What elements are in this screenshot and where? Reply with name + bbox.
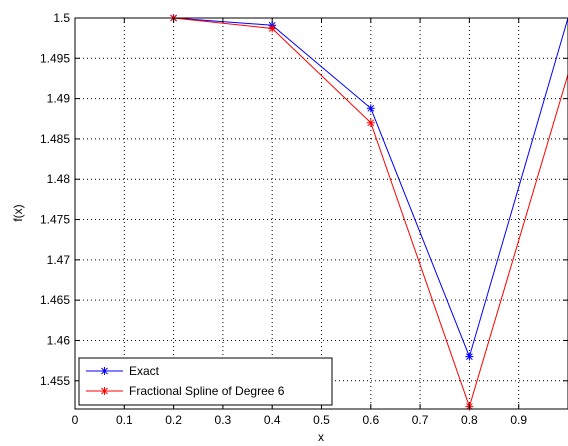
legend-label: Exact <box>129 364 160 378</box>
y-tick-label: 1.47 <box>47 253 71 267</box>
axis-ticks: 0 0.1 0.2 0.3 0.4 0.5 0.6 0.7 0.8 0.9 1.455 1.46 1.4… <box>40 11 568 427</box>
y-tick-label: 1.455 <box>40 374 70 388</box>
x-tick-label: 0.9 <box>510 413 527 427</box>
legend-item: Exact <box>86 364 160 378</box>
x-axis-label: x <box>318 430 324 444</box>
y-tick-label: 1.495 <box>40 51 70 65</box>
x-tick-label: 0.3 <box>215 413 232 427</box>
legend: Exact Fractional Spline of Degree 6 <box>78 357 333 406</box>
y-tick-label: 1.485 <box>40 132 70 146</box>
data-point-marker <box>366 104 375 113</box>
y-axis-label: f(x) <box>11 204 25 221</box>
x-tick-label: 0.6 <box>362 413 379 427</box>
data-point-marker <box>268 24 277 33</box>
x-tick-label: 0 <box>72 413 79 427</box>
legend-marker <box>100 387 109 395</box>
legend-box <box>78 357 333 406</box>
data-point-marker <box>465 352 474 361</box>
x-tick-label: 0.5 <box>313 413 330 427</box>
legend-item: Fractional Spline of Degree 6 <box>86 384 285 398</box>
data-point-marker <box>366 118 375 127</box>
y-tick-label: 1.48 <box>47 172 71 186</box>
x-tick-label: 0.7 <box>412 413 429 427</box>
y-tick-label: 1.49 <box>47 92 71 106</box>
plot-area <box>75 18 568 409</box>
x-tick-label: 0.4 <box>264 413 281 427</box>
x-tick-label: 0.8 <box>461 413 478 427</box>
x-tick-label: 0.2 <box>165 413 182 427</box>
legend-marker <box>100 367 109 375</box>
legend-label: Fractional Spline of Degree 6 <box>129 384 285 398</box>
y-tick-label: 1.475 <box>40 213 70 227</box>
y-tick-label: 1.46 <box>47 333 71 347</box>
y-tick-label: 1.5 <box>53 11 70 25</box>
x-tick-label: 0.1 <box>116 413 133 427</box>
y-tick-label: 1.465 <box>40 293 70 307</box>
